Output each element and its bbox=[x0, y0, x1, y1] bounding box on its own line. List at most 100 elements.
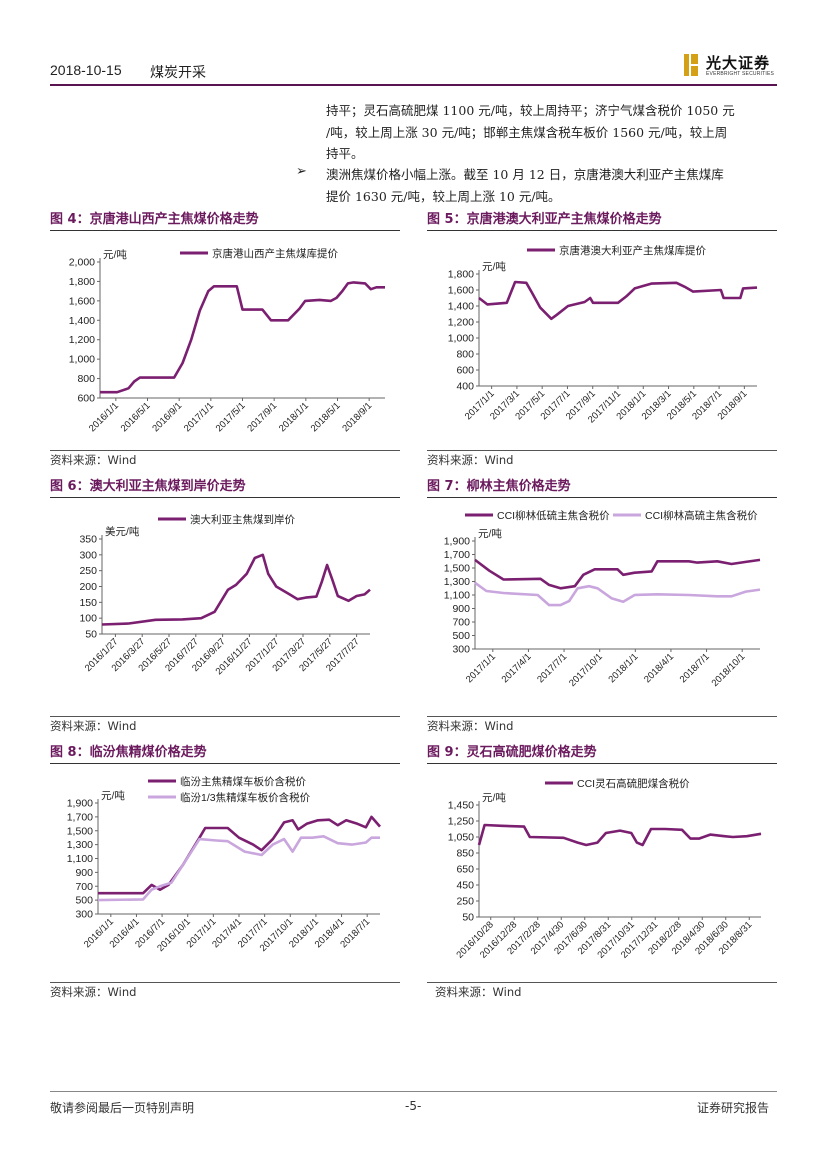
figure-4-source: 资料来源：Wind bbox=[50, 453, 137, 467]
para2-line: 提价 1630 元/吨，较上周上涨 10 元/吨。 bbox=[326, 188, 561, 204]
x-tick-label: 2018/4/1 bbox=[642, 651, 676, 685]
source-rule bbox=[50, 716, 400, 717]
x-tick-label: 2018/1/1 bbox=[277, 400, 311, 434]
source-rule bbox=[427, 716, 777, 717]
figure-7-source: 资料来源：Wind bbox=[427, 719, 514, 733]
chart-figure-5: 4006008001,0001,2001,4001,6001,800元/吨201… bbox=[448, 244, 758, 426]
figure-7-title: 图 7：柳林主焦价格走势 bbox=[427, 479, 571, 494]
y-unit-label: 元/吨 bbox=[478, 527, 502, 540]
x-tick-label: 2017/5/1 bbox=[214, 400, 248, 434]
body-paragraph-2: 澳洲焦煤价格小幅上涨。截至 10 月 12 日，京唐港澳大利亚产主焦煤库 提价 … bbox=[326, 164, 776, 207]
y-unit-label: 美元/吨 bbox=[105, 525, 140, 538]
y-unit-label: 元/吨 bbox=[482, 260, 506, 273]
y-tick-label: 300 bbox=[79, 549, 97, 561]
footer-divider bbox=[50, 1091, 777, 1092]
y-tick-label: 1,000 bbox=[69, 354, 95, 366]
y-tick-label: 1,900 bbox=[67, 798, 93, 810]
legend-label: 澳大利亚主焦煤到岸价 bbox=[190, 513, 295, 526]
y-tick-label: 1,400 bbox=[69, 315, 95, 327]
y-tick-label: 1,600 bbox=[448, 285, 474, 297]
series-line bbox=[98, 815, 381, 895]
y-tick-label: 1,000 bbox=[448, 333, 474, 345]
figure-title-rule bbox=[427, 497, 777, 498]
figure-title-rule bbox=[427, 230, 777, 231]
y-unit-label: 元/吨 bbox=[101, 789, 125, 802]
chart-figure-9: 502504506508501,0501,2501,450元/吨2016/10/… bbox=[448, 777, 762, 961]
legend-label: 京唐港澳大利亚产主焦煤库提价 bbox=[559, 244, 706, 257]
series-line bbox=[101, 553, 371, 626]
footer-report-type: 证券研究报告 bbox=[697, 1101, 770, 1115]
y-tick-label: 500 bbox=[452, 630, 470, 642]
figure-title-rule bbox=[50, 763, 400, 764]
series-line bbox=[97, 835, 380, 902]
footer-disclaimer: 敬请参阅最后一页特别声明 bbox=[50, 1101, 195, 1115]
x-tick-label: 2018/9/1 bbox=[340, 400, 374, 434]
y-tick-label: 600 bbox=[456, 365, 474, 377]
para1-line: /吨，较上周上涨 30 元/吨；邯郸主焦煤含税车板价 1560 元/吨，较上周 bbox=[326, 124, 728, 140]
chart-figure-4: 600 800 1,000 1,200 1,400 1,600 1,800 2,000 元/吨 2… bbox=[69, 247, 385, 434]
source-rule bbox=[50, 450, 400, 451]
y-tick-label: 650 bbox=[456, 864, 474, 876]
everbright-logo-icon bbox=[684, 54, 698, 76]
series-line bbox=[478, 280, 758, 321]
x-tick-label: 2016/9/1 bbox=[150, 400, 184, 434]
y-tick-label: 1,300 bbox=[67, 839, 93, 851]
y-tick-label: 1,500 bbox=[67, 825, 93, 837]
y-tick-label: 350 bbox=[79, 534, 97, 546]
x-tick-label: 2016/5/1 bbox=[119, 400, 153, 434]
x-tick-label: 2017/1/1 bbox=[464, 651, 498, 685]
legend-label: 京唐港山西产主焦煤库提价 bbox=[212, 247, 338, 260]
y-tick-label: 400 bbox=[456, 381, 474, 393]
para1-line: 持平。 bbox=[326, 146, 364, 161]
y-tick-label: 1,800 bbox=[69, 276, 95, 288]
para1-line: 持平；灵石高硫肥煤 1100 元/吨，较上周持平；济宁气煤含税价 1050 元 bbox=[326, 103, 735, 118]
y-tick-label: 700 bbox=[452, 617, 470, 629]
report-date: 2018-10-15 bbox=[50, 62, 122, 78]
logo-text-en: EVERBRIGHT SECURITIES bbox=[706, 71, 775, 77]
y-tick-label: 50 bbox=[85, 629, 97, 641]
figure-4-title: 图 4：京唐港山西产主焦煤价格走势 bbox=[50, 212, 259, 227]
series-line bbox=[474, 558, 761, 590]
y-tick-label: 1,500 bbox=[444, 563, 470, 575]
x-tick-label: 2018/7/1 bbox=[678, 651, 712, 685]
header-divider bbox=[50, 84, 777, 86]
x-tick-label: 2016/1/1 bbox=[87, 400, 121, 434]
y-tick-label: 1,450 bbox=[448, 800, 474, 812]
source-rule bbox=[427, 982, 777, 983]
legend-label: 临汾1/3焦精煤车板价含税价 bbox=[180, 791, 311, 804]
y-tick-label: 500 bbox=[75, 895, 93, 907]
y-tick-label: 300 bbox=[75, 909, 93, 921]
y-tick-label: 800 bbox=[456, 349, 474, 361]
y-tick-label: 1,900 bbox=[444, 536, 470, 548]
bullet-arrow-icon: ➢ bbox=[296, 164, 307, 179]
x-tick-label: 2017/4/1 bbox=[500, 651, 534, 685]
x-tick-label: 2017/9/1 bbox=[245, 400, 279, 434]
figure-title-rule bbox=[50, 230, 400, 231]
y-tick-label: 900 bbox=[75, 867, 93, 879]
y-tick-label: 450 bbox=[456, 880, 474, 892]
logo-text-cn: 光大证券 bbox=[706, 54, 771, 72]
figure-6-source: 资料来源：Wind bbox=[50, 719, 137, 733]
x-tick-label: 2018/5/1 bbox=[309, 400, 343, 434]
report-sector: 煤炭开采 bbox=[150, 65, 206, 81]
y-tick-label: 1,700 bbox=[444, 549, 470, 561]
y-tick-label: 800 bbox=[77, 373, 95, 385]
figure-5-title: 图 5：京唐港澳大利亚产主焦煤价格走势 bbox=[427, 212, 662, 227]
x-tick-label: 2017/7/1 bbox=[535, 651, 569, 685]
y-tick-label: 1,250 bbox=[448, 816, 474, 828]
figure-9-source: 资料来源：Wind bbox=[435, 985, 522, 999]
figure-title-rule bbox=[50, 497, 400, 498]
figure-8-title: 图 8：临汾焦精煤价格走势 bbox=[50, 745, 207, 760]
y-tick-label: 200 bbox=[79, 581, 97, 593]
legend-label: CCI灵石高硫肥煤含税价 bbox=[577, 777, 690, 790]
y-tick-label: 150 bbox=[79, 597, 97, 609]
y-tick-label: 250 bbox=[456, 896, 474, 908]
figure-5-source: 资料来源：Wind bbox=[427, 453, 514, 467]
x-tick-label: 2017/10/1 bbox=[567, 651, 605, 689]
legend-label: CCI柳林高硫主焦含税价 bbox=[645, 509, 758, 522]
y-tick-label: 50 bbox=[462, 912, 474, 924]
figure-9-title: 图 9：灵石高硫肥煤价格走势 bbox=[427, 745, 597, 760]
y-tick-label: 1,300 bbox=[444, 576, 470, 588]
para2-line: 澳洲焦煤价格小幅上涨。截至 10 月 12 日，京唐港澳大利亚产主焦煤库 bbox=[326, 167, 724, 182]
